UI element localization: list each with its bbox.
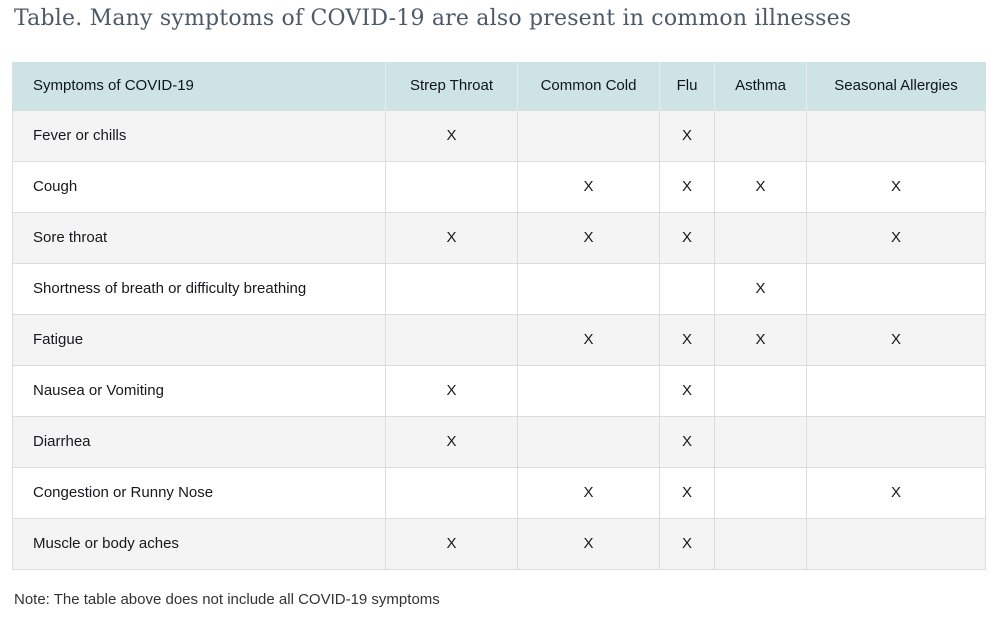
symptom-label: Sore throat	[12, 211, 386, 263]
empty-cell	[714, 211, 807, 263]
empty-cell	[517, 109, 660, 161]
table-header: Symptoms of COVID-19 Strep Throat Common C…	[12, 62, 986, 110]
mark-cell: X	[806, 211, 986, 263]
symptom-label: Congestion or Runny Nose	[12, 466, 386, 518]
empty-cell	[517, 364, 660, 416]
mark-cell: X	[385, 415, 518, 467]
column-header: Common Cold	[517, 62, 660, 110]
symptom-label: Muscle or body aches	[12, 517, 386, 569]
symptom-label: Shortness of breath or difficulty breath…	[12, 262, 386, 314]
mark-cell: X	[659, 313, 715, 365]
mark-cell: X	[659, 160, 715, 212]
table-body: Fever or chills X X Cough X X X X Sore throat X X X…	[12, 109, 986, 569]
mark-cell: X	[659, 364, 715, 416]
empty-cell	[806, 415, 986, 467]
symptom-label: Fever or chills	[12, 109, 386, 161]
empty-cell	[714, 364, 807, 416]
empty-cell	[806, 262, 986, 314]
symptoms-table: Symptoms of COVID-19 Strep Throat Common C…	[12, 62, 986, 570]
table-row: Cough X X X X	[12, 160, 986, 212]
empty-cell	[806, 517, 986, 569]
mark-cell: X	[517, 517, 660, 569]
table-row: Sore throat X X X X	[12, 211, 986, 263]
column-header: Seasonal Allergies	[806, 62, 986, 110]
mark-cell: X	[385, 364, 518, 416]
column-header: Flu	[659, 62, 715, 110]
column-header: Asthma	[714, 62, 807, 110]
page: Table. Many symptoms of COVID-19 are als…	[12, 6, 986, 608]
empty-cell	[517, 262, 660, 314]
mark-cell: X	[385, 109, 518, 161]
column-header: Strep Throat	[385, 62, 518, 110]
table-note: Note: The table above does not include a…	[14, 590, 440, 608]
empty-cell	[806, 109, 986, 161]
symptom-label: Diarrhea	[12, 415, 386, 467]
mark-cell: X	[659, 211, 715, 263]
symptom-label: Cough	[12, 160, 386, 212]
empty-cell	[714, 517, 807, 569]
table-row: Shortness of breath or difficulty breath…	[12, 262, 986, 314]
mark-cell: X	[517, 160, 660, 212]
empty-cell	[714, 109, 807, 161]
empty-cell	[385, 160, 518, 212]
mark-cell: X	[517, 466, 660, 518]
empty-cell	[385, 313, 518, 365]
mark-cell: X	[385, 211, 518, 263]
table-row: Muscle or body aches X X X	[12, 517, 986, 569]
mark-cell: X	[659, 109, 715, 161]
table-row: Fever or chills X X	[12, 109, 986, 161]
mark-cell: X	[517, 211, 660, 263]
table-row: Diarrhea X X	[12, 415, 986, 467]
mark-cell: X	[659, 415, 715, 467]
mark-cell: X	[806, 160, 986, 212]
mark-cell: X	[659, 466, 715, 518]
mark-cell: X	[659, 517, 715, 569]
page-title: Table. Many symptoms of COVID-19 are als…	[14, 6, 852, 31]
empty-cell	[659, 262, 715, 314]
table-row: Nausea or Vomiting X X	[12, 364, 986, 416]
empty-cell	[385, 466, 518, 518]
mark-cell: X	[806, 466, 986, 518]
table-row: Congestion or Runny Nose X X X	[12, 466, 986, 518]
mark-cell: X	[517, 313, 660, 365]
mark-cell: X	[385, 517, 518, 569]
symptom-label: Nausea or Vomiting	[12, 364, 386, 416]
mark-cell: X	[714, 262, 807, 314]
mark-cell: X	[714, 160, 807, 212]
empty-cell	[385, 262, 518, 314]
empty-cell	[714, 466, 807, 518]
empty-cell	[714, 415, 807, 467]
column-header-symptoms: Symptoms of COVID-19	[12, 62, 386, 110]
symptom-label: Fatigue	[12, 313, 386, 365]
empty-cell	[806, 364, 986, 416]
mark-cell: X	[806, 313, 986, 365]
mark-cell: X	[714, 313, 807, 365]
table-row: Fatigue X X X X	[12, 313, 986, 365]
header-row: Symptoms of COVID-19 Strep Throat Common C…	[12, 62, 986, 110]
empty-cell	[517, 415, 660, 467]
